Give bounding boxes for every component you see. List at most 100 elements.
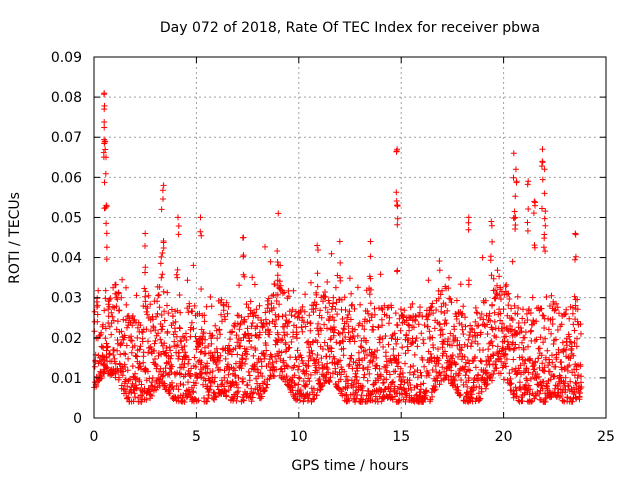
roti-point bbox=[308, 347, 315, 354]
roti-point bbox=[187, 373, 194, 380]
roti-point bbox=[236, 326, 243, 333]
roti-point bbox=[172, 328, 179, 335]
roti-point bbox=[245, 368, 252, 375]
roti-point bbox=[401, 307, 408, 314]
roti-point bbox=[139, 329, 146, 336]
y-tick-label: 0 bbox=[73, 411, 82, 427]
roti-point bbox=[228, 351, 235, 358]
roti-point bbox=[185, 309, 192, 316]
x-tick-label: 20 bbox=[495, 429, 513, 445]
roti-point bbox=[232, 373, 239, 380]
roti-point bbox=[371, 305, 378, 312]
roti-point bbox=[220, 302, 227, 309]
roti-point bbox=[187, 370, 194, 377]
roti-point bbox=[118, 294, 125, 301]
roti-point bbox=[225, 361, 231, 368]
roti-point bbox=[318, 327, 325, 334]
roti-point bbox=[324, 279, 331, 285]
roti-point bbox=[129, 322, 136, 329]
roti-point bbox=[290, 287, 297, 294]
roti-point bbox=[115, 290, 122, 297]
roti-point bbox=[113, 326, 120, 333]
roti-point bbox=[402, 398, 409, 405]
roti-point bbox=[338, 371, 345, 378]
roti-point bbox=[212, 322, 219, 329]
roti-point bbox=[386, 320, 392, 327]
roti-point bbox=[111, 347, 117, 354]
roti-point bbox=[159, 323, 166, 330]
roti-point bbox=[355, 349, 362, 356]
roti-point bbox=[295, 381, 302, 388]
roti-point bbox=[300, 367, 307, 374]
roti-point bbox=[94, 302, 101, 309]
roti-point bbox=[191, 302, 198, 309]
roti-point bbox=[103, 365, 110, 372]
roti-point bbox=[131, 342, 138, 349]
roti-point bbox=[402, 350, 409, 357]
roti-point bbox=[316, 376, 323, 383]
roti-point bbox=[192, 380, 199, 387]
roti-point bbox=[198, 359, 205, 366]
roti-point bbox=[397, 327, 404, 334]
roti-point bbox=[399, 344, 406, 351]
roti-point bbox=[207, 369, 214, 376]
roti-point bbox=[236, 282, 243, 289]
roti-point bbox=[235, 374, 242, 381]
roti-point bbox=[177, 309, 184, 316]
y-tick-label: 0.06 bbox=[51, 170, 82, 186]
roti-point bbox=[384, 362, 391, 369]
roti-point bbox=[143, 390, 150, 397]
roti-point bbox=[154, 363, 160, 369]
roti-point bbox=[208, 333, 215, 340]
roti-point bbox=[397, 365, 404, 372]
roti-point bbox=[151, 347, 158, 354]
roti-point bbox=[132, 370, 139, 377]
roti-point bbox=[307, 371, 314, 378]
roti-point bbox=[248, 398, 255, 405]
roti-point bbox=[200, 381, 206, 388]
roti-point bbox=[302, 382, 309, 389]
roti-point bbox=[298, 324, 305, 331]
roti-point bbox=[186, 303, 193, 310]
roti-point bbox=[100, 321, 106, 328]
roti-point bbox=[271, 373, 278, 380]
roti-point bbox=[237, 320, 244, 327]
roti-point bbox=[385, 341, 392, 348]
roti-point bbox=[143, 326, 150, 333]
roti-point bbox=[174, 342, 181, 349]
roti-point bbox=[295, 366, 301, 373]
roti-point bbox=[265, 295, 272, 302]
roti-point bbox=[168, 369, 175, 376]
roti-point bbox=[331, 317, 338, 324]
roti-point bbox=[108, 331, 115, 338]
roti-point bbox=[164, 289, 171, 296]
roti-point bbox=[248, 323, 255, 330]
roti-point bbox=[388, 304, 395, 311]
roti-point bbox=[205, 343, 212, 349]
roti-point bbox=[309, 350, 316, 357]
roti-point bbox=[203, 370, 210, 377]
roti-point bbox=[293, 329, 300, 336]
roti-point bbox=[254, 359, 261, 366]
roti-point bbox=[255, 334, 262, 341]
roti-point bbox=[342, 334, 349, 340]
roti-point bbox=[141, 285, 148, 292]
roti-point bbox=[123, 390, 130, 397]
roti-point bbox=[234, 339, 241, 346]
roti-point bbox=[122, 351, 129, 358]
roti-point bbox=[255, 314, 261, 321]
roti-point bbox=[331, 326, 338, 333]
roti-point bbox=[184, 277, 191, 284]
roti-point bbox=[223, 299, 230, 306]
roti-point bbox=[122, 364, 128, 370]
roti-point bbox=[221, 387, 228, 394]
roti-point bbox=[208, 340, 215, 347]
roti-point bbox=[260, 322, 267, 329]
roti-point bbox=[145, 368, 151, 375]
roti-point bbox=[320, 372, 327, 379]
roti-point bbox=[136, 360, 143, 367]
roti-point bbox=[188, 365, 195, 372]
roti-point bbox=[221, 374, 228, 381]
y-axis-label: ROTI / TECUs bbox=[7, 192, 23, 284]
roti-point bbox=[288, 339, 295, 345]
